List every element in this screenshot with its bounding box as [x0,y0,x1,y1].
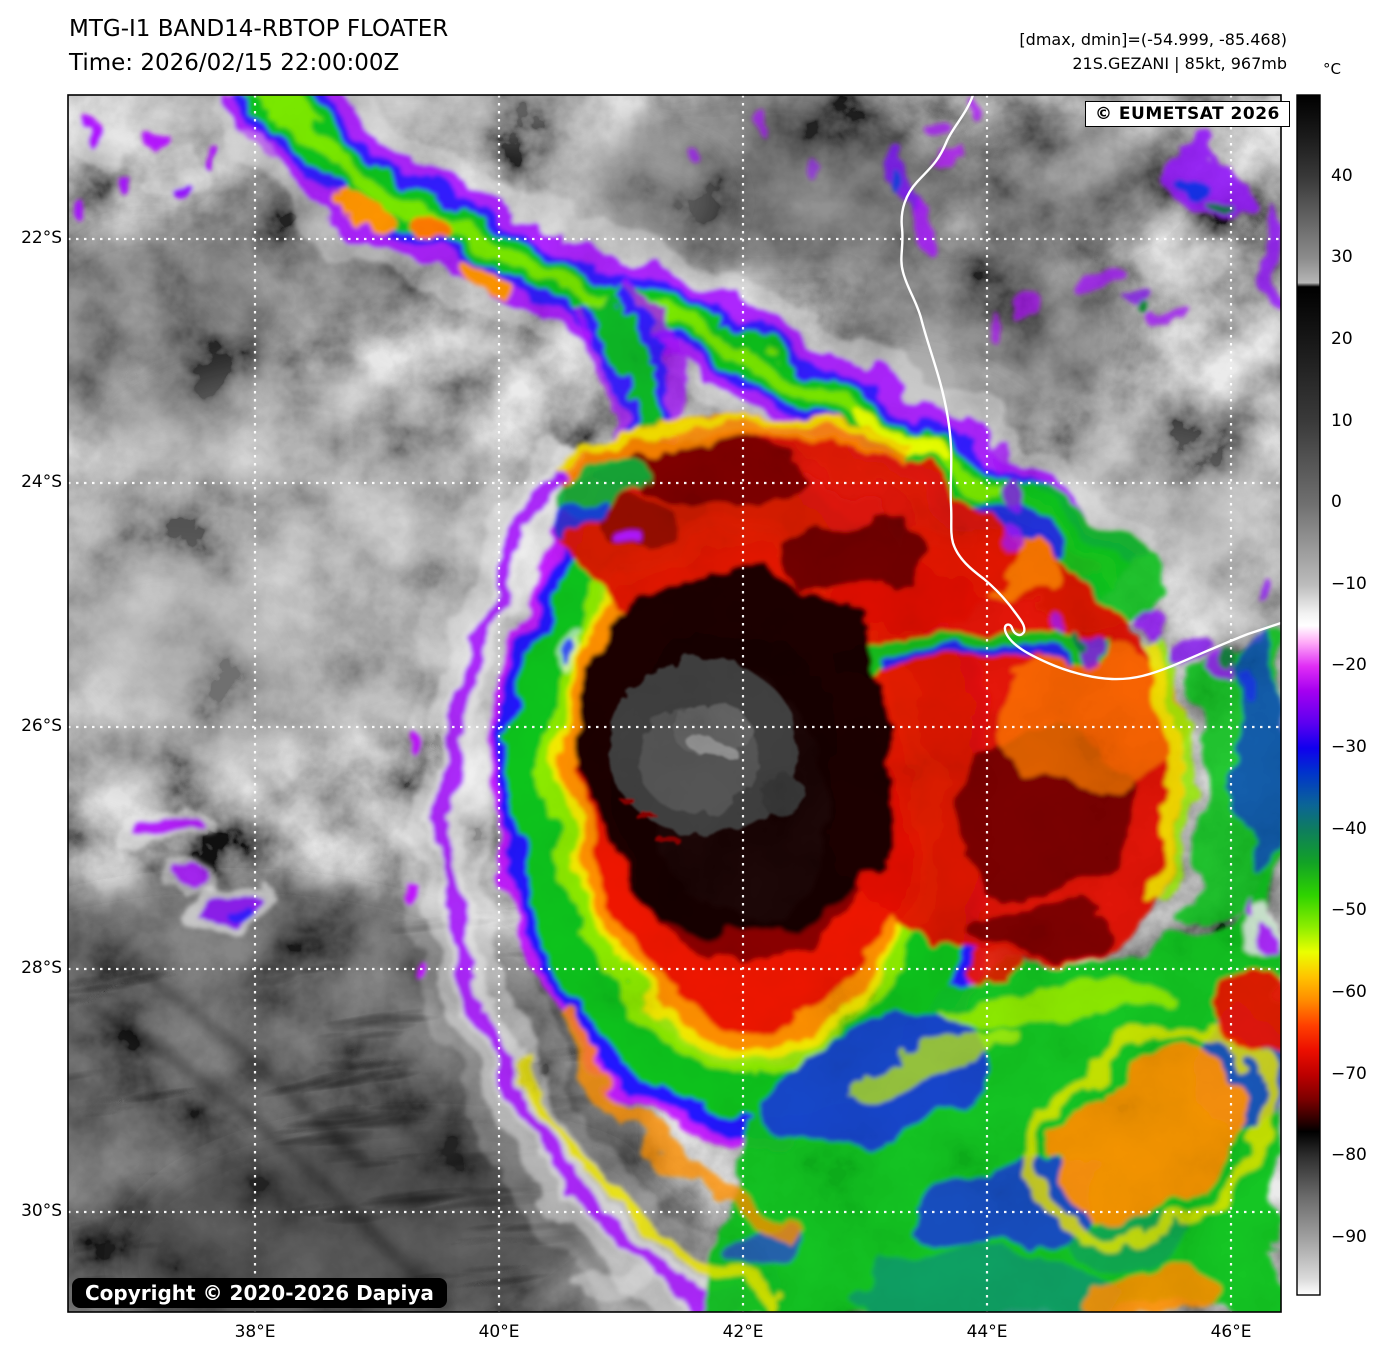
colorbar-tick-label: 20 [1331,328,1353,349]
copyright-badge: Copyright © 2020-2026 Dapiya [72,1278,447,1308]
y-axis-tick-label: 26°S [21,716,62,736]
dmax-dmin-readout: [dmax, dmin]=(-54.999, -85.468) [1019,30,1287,49]
graticule [68,95,1281,1312]
figure-title: MTG-I1 BAND14-RBTOP FLOATER [69,16,449,42]
colorbar-tick-label: −10 [1331,573,1367,594]
colorbar-tick-label: −50 [1331,900,1367,921]
colorbar-tick-label: −90 [1331,1226,1367,1247]
storm-info-readout: 21S.GEZANI | 85kt, 967mb [1072,54,1287,73]
x-axis-tick-label: 46°E [1210,1322,1252,1342]
colorbar-tick-label: 0 [1331,492,1342,513]
colorbar-tick-label: −60 [1331,981,1367,1002]
y-axis-tick-label: 22°S [21,228,62,248]
colorbar-gradient-bar [1296,94,1321,1296]
colorbar-tick-label: −30 [1331,737,1367,758]
map-border [67,94,1282,1313]
colorbar-tick-label: −70 [1331,1063,1367,1084]
x-axis-tick-label: 44°E [966,1322,1008,1342]
colorbar-unit-label: °C [1323,60,1341,78]
colorbar-tick-label: 30 [1331,247,1353,268]
colorbar-tick-label: −40 [1331,818,1367,839]
colorbar-tick-label: −80 [1331,1145,1367,1166]
x-axis-tick-label: 40°E [478,1322,520,1342]
colorbar-tick-label: 10 [1331,410,1353,431]
colorbar-tick-label: −20 [1331,655,1367,676]
y-axis-tick-label: 30°S [21,1201,62,1221]
map-area [68,95,1281,1312]
colorbar-tick-label: 40 [1331,165,1353,186]
x-axis-tick-label: 42°E [722,1322,764,1342]
eumetsat-credit-badge: © EUMETSAT 2026 [1085,101,1290,127]
coastline-path [900,95,1281,681]
y-axis-tick-label: 24°S [21,472,62,492]
y-axis-tick-label: 28°S [21,958,62,978]
figure-time: Time: 2026/02/15 22:00:00Z [69,50,400,76]
x-axis-tick-label: 38°E [234,1322,276,1342]
